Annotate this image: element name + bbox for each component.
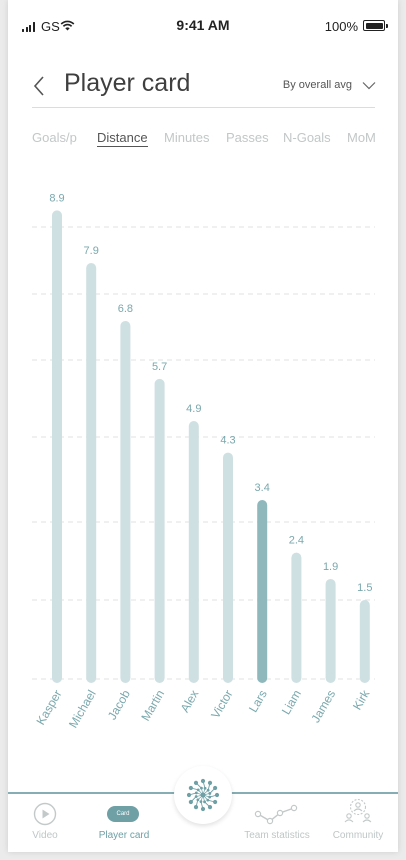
play-circle-icon [33,802,57,826]
carrier-name: GS [41,19,60,34]
tab-minutes[interactable]: Minutes [164,130,210,145]
category-label-martin: Martin [138,688,167,724]
category-label-victor: Victor [208,688,235,721]
value-label-lars: 3.4 [255,482,270,494]
phone-screen: GS 9:41 AM 100% Player card By overall a… [8,0,398,852]
center-action-button[interactable] [174,766,232,824]
signal-icon [22,22,38,32]
value-label-martin: 5.7 [152,361,167,373]
nav-team-statistics[interactable]: Team statistics [236,796,318,846]
network-icon [186,778,220,812]
bar-james [325,578,336,683]
header-divider [32,107,375,108]
value-label-jacob: 6.8 [118,303,133,315]
clock: 9:41 AM [176,17,230,33]
nav-video[interactable]: Video [20,796,70,846]
tab-goals-per-game[interactable]: Goals/p [32,130,77,145]
value-label-kirk: 1.5 [357,582,372,594]
tab-passes[interactable]: Passes [226,130,269,145]
back-chevron-icon[interactable] [30,73,50,99]
bar-lars [257,499,268,683]
value-label-victor: 4.3 [220,435,235,447]
category-label-kasper: Kasper [33,688,64,728]
tab-n-goals[interactable]: N-Goals [283,130,331,145]
card-icon: Card [107,806,139,822]
category-label-james: James [308,688,338,726]
bar-michael [86,263,97,683]
page-title: Player card [64,69,191,97]
nav-community-label: Community [332,830,384,841]
category-label-kirk: Kirk [350,687,373,713]
value-label-michael: 7.9 [84,245,99,257]
value-label-alex: 4.9 [186,403,201,415]
value-label-kasper: 8.9 [49,192,64,204]
category-label-jacob: Jacob [105,687,133,722]
category-label-alex: Alex [178,688,202,715]
status-bar: GS 9:41 AM 100% [8,0,398,50]
nav-community[interactable]: Community [328,796,388,846]
bar-victor [223,452,233,683]
community-icon [344,798,372,823]
tab-distance[interactable]: Distance [97,130,148,147]
category-label-liam: Liam [279,688,304,718]
sort-dropdown-label[interactable]: By overall avg [282,79,352,91]
category-label-lars: Lars [246,688,270,715]
tab-mom[interactable]: MoM [347,130,376,145]
nav-video-label: Video [32,830,58,841]
line-graph-icon [254,804,298,825]
nav-player-card[interactable]: Card Player card [88,796,160,846]
stat-tabs: Goals/p Distance Minutes Passes N-Goals … [8,130,398,152]
wifi-icon [60,20,75,31]
bar-liam [291,552,302,683]
battery-percent: 100% [324,19,358,34]
chevron-down-icon[interactable] [362,81,376,90]
category-label-michael: Michael [66,688,99,731]
bar-kasper [52,210,62,683]
nav-team-statistics-label: Team statistics [244,830,310,841]
distance-bar-chart: 8.9 Kasper 7.9 Michael 6.8 Jacob 5.7 Martin 4.9 A… [32,192,375,731]
bar-martin [154,378,165,683]
bar-jacob [120,320,131,683]
nav-player-card-label: Player card [98,830,150,841]
bar-kirk [359,600,370,683]
value-label-liam: 2.4 [289,535,304,547]
bar-alex [188,421,199,683]
value-label-james: 1.9 [323,561,338,573]
battery-icon [363,20,388,31]
